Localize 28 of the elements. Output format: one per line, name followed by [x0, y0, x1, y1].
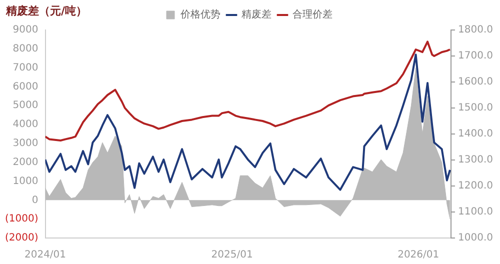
y-axis-title: 精废差（元/吨） [5, 4, 88, 18]
y-tick-label: 0 [32, 194, 38, 206]
x-tick-label: 2025/01 [211, 250, 253, 261]
y2-tick-label: 1100.0 [458, 206, 494, 218]
y2-tick-label: 1300.0 [458, 154, 494, 166]
y-tick-label: 2000 [12, 156, 38, 168]
y2-tick-label: 1500.0 [458, 102, 494, 114]
y-tick-label: 4000 [12, 119, 38, 130]
y-tick-label: (1000) [4, 214, 38, 225]
y2-tick-label: 1600.0 [458, 76, 494, 88]
y2-tick-label: 1000.0 [458, 232, 494, 244]
legend-label: 合理价差 [292, 8, 332, 21]
legend-label: 价格优势 [180, 8, 220, 21]
x-tick-label: 2026/01 [398, 250, 440, 261]
y2-tick-label: 1400.0 [458, 128, 494, 140]
y2-tick-label: 1800.0 [458, 24, 494, 36]
y-tick-label: 1000 [12, 176, 38, 187]
y-tick-label: 3000 [12, 138, 38, 150]
legend-label: 精废差 [242, 8, 272, 21]
y-tick-label: 7000 [12, 62, 38, 74]
y2-tick-label: 1200.0 [458, 180, 494, 192]
y-tick-label: 8000 [12, 44, 38, 55]
y-tick-label: 6000 [12, 81, 38, 92]
y-tick-label: (2000) [4, 232, 38, 244]
y-tick-label: 9000 [12, 24, 38, 36]
y2-tick-label: 1700.0 [458, 50, 494, 62]
x-tick-label: 2024/01 [24, 250, 66, 261]
y-tick-label: 5000 [12, 100, 38, 112]
